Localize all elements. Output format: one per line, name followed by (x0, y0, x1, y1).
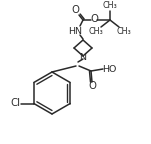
Text: O: O (88, 81, 96, 91)
Text: N: N (79, 53, 87, 61)
Text: CH₃: CH₃ (103, 1, 117, 11)
Text: O: O (90, 14, 98, 24)
Text: O: O (71, 5, 79, 15)
Text: CH₃: CH₃ (117, 28, 131, 36)
Text: HN: HN (68, 26, 82, 36)
Text: HO: HO (102, 65, 116, 73)
Text: CH₃: CH₃ (89, 28, 103, 36)
Text: Cl: Cl (11, 98, 21, 108)
